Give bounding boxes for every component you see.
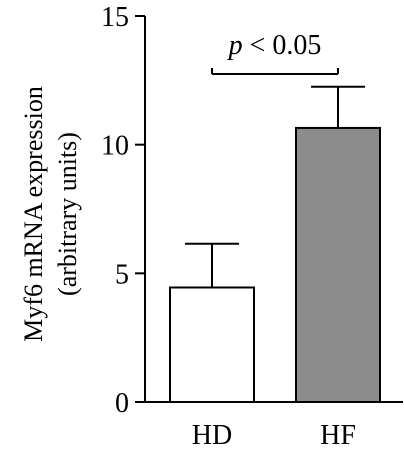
bar-hf — [295, 126, 381, 403]
significance-p-symbol: p — [227, 30, 243, 61]
significance: p < 0.05 — [211, 30, 339, 75]
significance-label: p < 0.05 — [227, 30, 322, 61]
y-tick-label-3: 15 — [101, 2, 129, 33]
y-tick-label-2: 10 — [101, 131, 129, 162]
y-axis-title-line-1: Myf6 mRNA expression — [19, 86, 48, 342]
x-tick-label-hf: HF — [320, 420, 356, 451]
y-axis-title-line-2: (arbitrary units) — [53, 132, 82, 296]
significance-threshold: < 0.05 — [243, 30, 322, 61]
error-bars — [185, 85, 365, 288]
x-tick-label-hd: HD — [192, 420, 232, 451]
bar-hd — [169, 286, 255, 403]
labels: HD HF — [192, 420, 356, 451]
y-tick-label-0: 0 — [115, 388, 129, 419]
bars — [169, 126, 381, 403]
y-tick-label-1: 5 — [115, 259, 129, 290]
